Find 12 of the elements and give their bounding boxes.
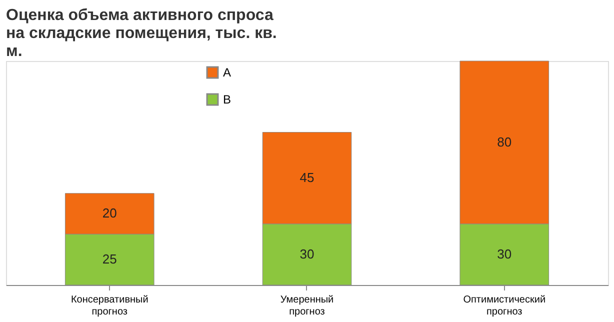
data-label: 80 (497, 134, 512, 150)
data-label: 30 (497, 246, 512, 262)
x-tick-label: Консервативный прогноз (70, 294, 148, 318)
data-label: 30 (300, 246, 314, 262)
data-label: 25 (102, 252, 117, 267)
data-label: 45 (300, 170, 314, 186)
x-tick-label: Умеренный прогноз (280, 294, 334, 318)
chart-title: Оценка объема активного спроса на складские помещения, тыс. кв. м. (6, 6, 277, 60)
x-tick-label: Оптимистический прогноз (463, 294, 546, 318)
legend-label: B (223, 92, 232, 106)
data-label: 20 (102, 206, 117, 221)
legend-label: A (223, 66, 232, 80)
